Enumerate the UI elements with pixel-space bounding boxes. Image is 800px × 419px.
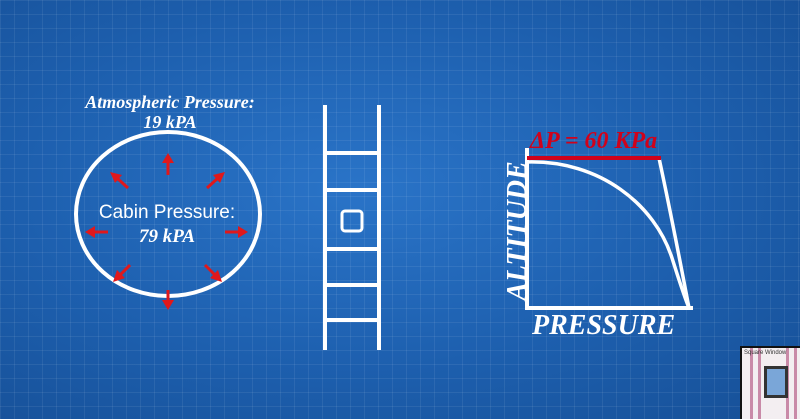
cabin-pressure-value: 79 kPA (138, 226, 196, 247)
pip-stripe (794, 348, 797, 419)
pip-stripe (758, 348, 761, 419)
cabin-pressure-label: Cabin Pressure: (98, 202, 236, 223)
picture-in-picture-thumbnail[interactable]: Square Window (740, 346, 800, 419)
pressure-arrow-bottom-right (203, 263, 222, 282)
pressure-arrow-left (85, 226, 108, 238)
pip-caption: Square Window (744, 350, 787, 356)
window-square (340, 209, 364, 233)
pressure-arrow-top (162, 153, 174, 175)
atmospheric-pressure-value: 19 kPA (143, 112, 197, 132)
curve-outer (657, 157, 691, 309)
pressure-arrows (85, 153, 248, 310)
pip-stripe (750, 348, 753, 419)
ladder-diagram (323, 105, 381, 350)
pressure-arrow-bottom-left (113, 263, 132, 282)
pressure-arrow-top-left (110, 172, 130, 190)
pressure-arrow-bottom (162, 290, 174, 310)
pressure-altitude-graph (525, 148, 693, 310)
delta-pressure-label: ΔP = 60 KPa (530, 128, 658, 154)
pressure-arrow-right (225, 226, 248, 238)
curve-inner (526, 160, 691, 309)
pip-window-icon (764, 366, 788, 398)
atmospheric-pressure-label: Atmospheric Pressure: (85, 92, 255, 112)
pressure-arrow-top-right (205, 172, 225, 190)
y-axis-label: ALTITUDE (502, 161, 533, 301)
x-axis-label: PRESSURE (532, 310, 676, 341)
